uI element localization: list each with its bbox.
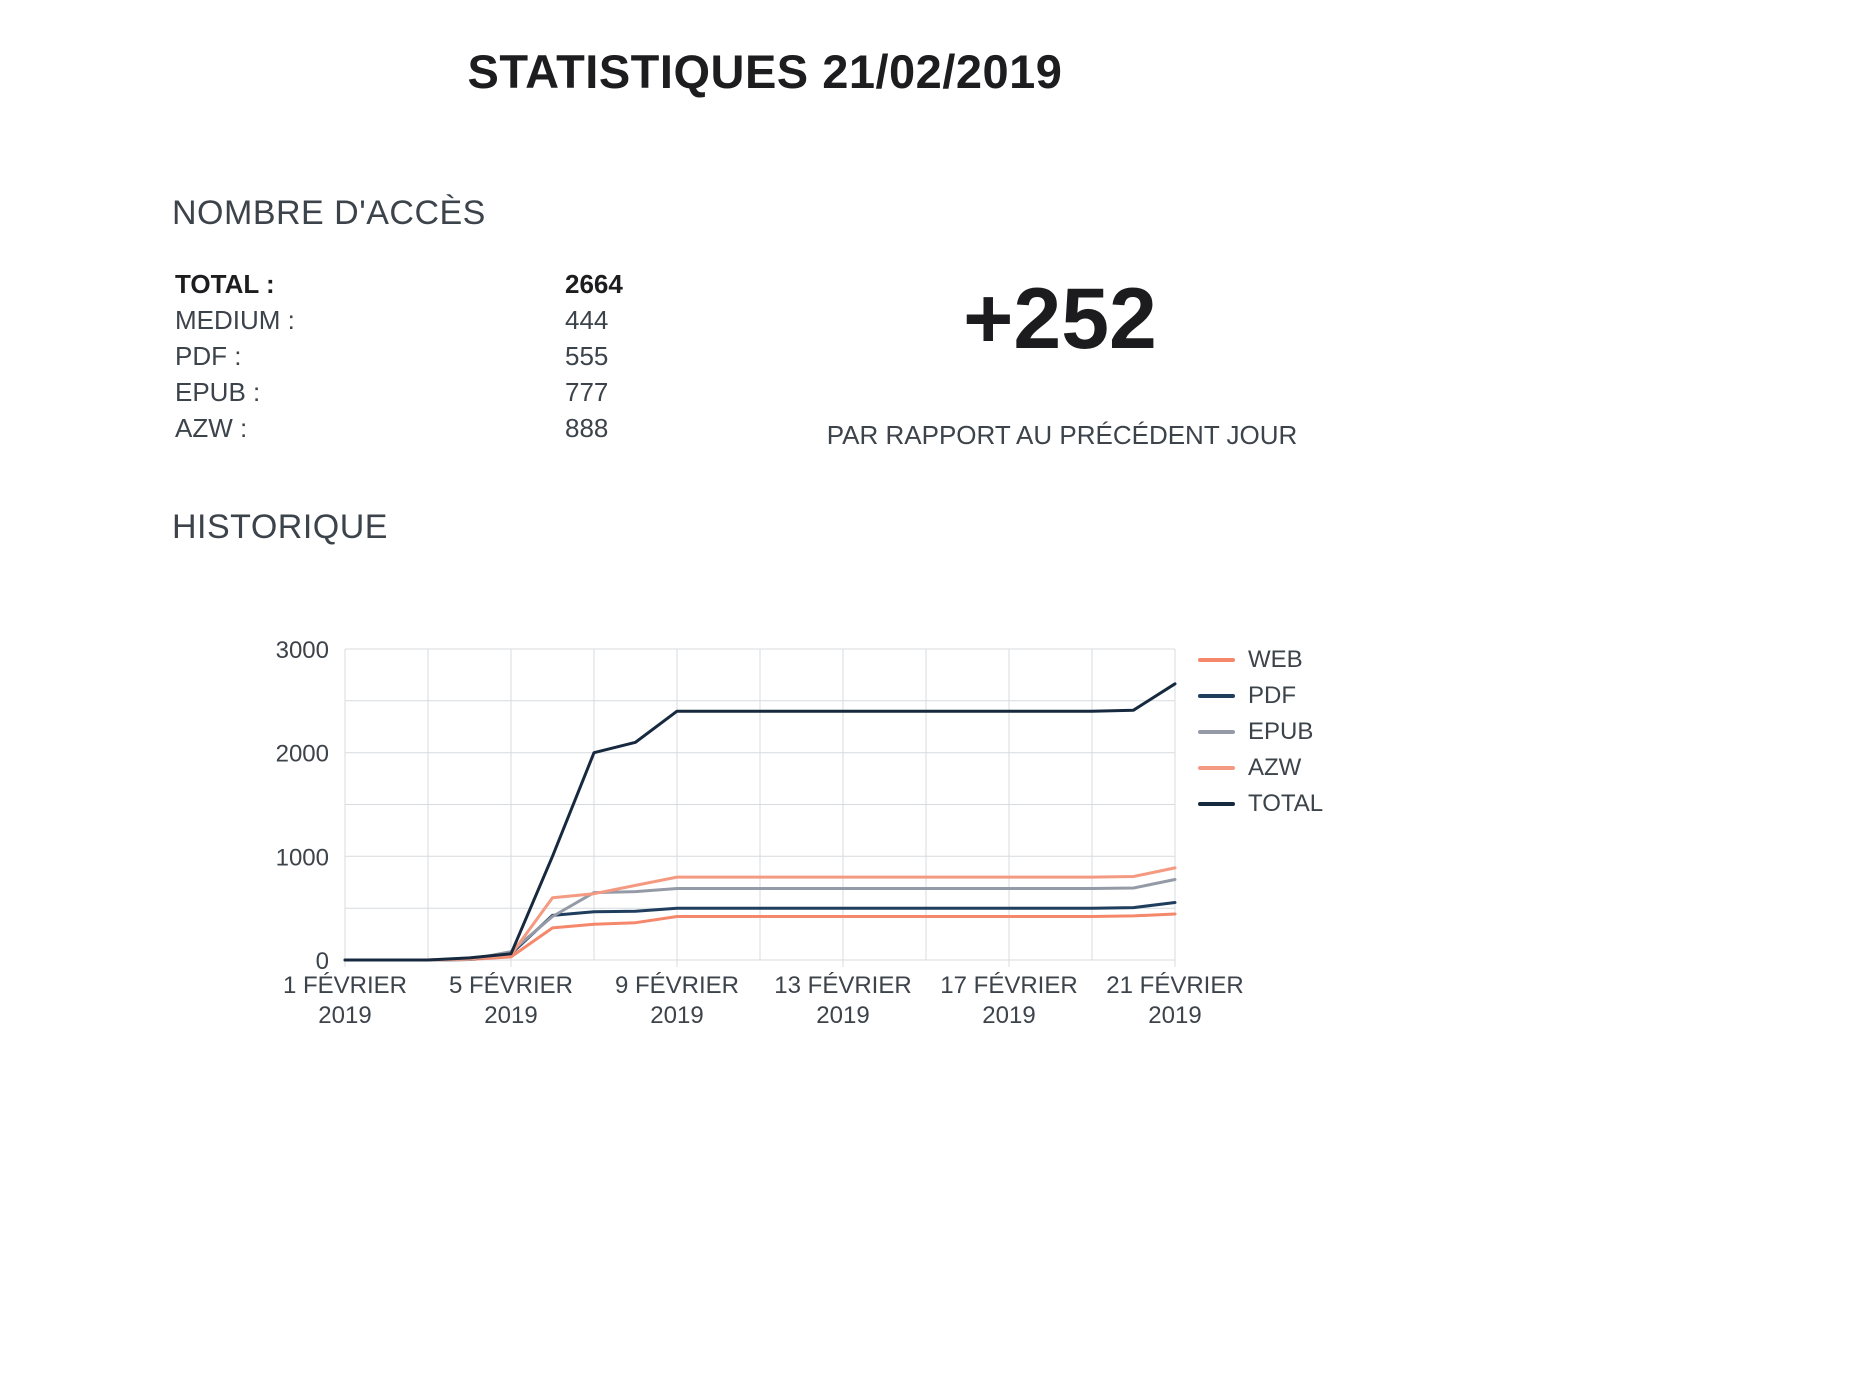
table-row: TOTAL : 2664 [175,266,645,302]
legend-label: TOTAL [1248,790,1324,817]
row-value: 777 [565,377,609,407]
x-axis-label: 1 FÉVRIER [283,972,407,999]
x-axis-label: 17 FÉVRIER [940,972,1077,999]
chart-legend: WEB PDF EPUB AZW TOTAL [1198,646,1324,817]
legend-label: PDF [1248,682,1296,709]
row-label: MEDIUM : [175,305,295,335]
x-axis-label: 9 FÉVRIER [615,972,739,999]
legend-item-total: TOTAL [1198,790,1324,817]
delta-value: +252 [963,271,1157,367]
history-chart-area: 0 1000 2000 3000 1 FÉVRIER 2019 5 FÉVRIER 2019 9… [260,628,1380,1073]
y-axis-label: 1000 [276,844,329,871]
legend-item-pdf: PDF [1198,682,1323,709]
row-label: EPUB : [175,377,261,407]
y-axis-label: 2000 [276,741,329,768]
y-axis-label: 0 [316,948,329,975]
legend-item-web: WEB [1198,646,1323,673]
legend-swatch [1198,730,1235,734]
y-axis-label: 3000 [276,637,329,664]
row-value: 444 [565,305,609,335]
table-row: EPUB : 777 [175,374,645,410]
legend-item-azw: AZW [1198,754,1323,781]
row-value: 555 [565,341,609,371]
legend-label: WEB [1248,646,1303,673]
legend-label: EPUB [1248,718,1314,745]
row-value: 2664 [565,269,623,299]
row-label: AZW : [175,413,248,443]
delta-caption: PAR RAPPORT AU PRÉCÉDENT JOUR [826,420,1298,450]
x-axis-label-year: 2019 [318,1002,371,1029]
history-chart: 0 1000 2000 3000 1 FÉVRIER 2019 5 FÉVRIER 2019 9… [276,637,1244,1029]
table-row: AZW : 888 [175,410,645,446]
legend-swatch [1198,766,1235,770]
series-line-total [343,682,1177,962]
legend-item-epub: EPUB [1198,718,1323,745]
access-section-heading: NOMBRE D'ACCÈS [172,194,486,232]
legend-label: AZW [1248,754,1302,781]
x-axis-label: 21 FÉVRIER [1106,972,1243,999]
history-section-heading: HISTORIQUE [172,508,388,546]
x-axis-label-year: 2019 [484,1002,537,1029]
page-title: STATISTIQUES 21/02/2019 [467,45,1063,98]
row-label: TOTAL : [175,269,275,299]
legend-swatch [1198,694,1235,698]
legend-swatch [1198,802,1235,806]
row-value: 888 [565,413,609,443]
legend-swatch [1198,658,1235,662]
x-axis-label: 5 FÉVRIER [449,972,573,999]
x-axis-label: 13 FÉVRIER [774,972,911,999]
x-axis-label-year: 2019 [1148,1002,1201,1029]
table-row: PDF : 555 [175,338,645,374]
x-axis-label-year: 2019 [816,1002,869,1029]
x-axis-label-year: 2019 [982,1002,1035,1029]
access-table: TOTAL :2664 MEDIUM :444 PDF :555 EPUB :777 A… [175,266,645,446]
table-row: MEDIUM : 444 [175,302,645,338]
x-axis-label-year: 2019 [650,1002,703,1029]
row-label: PDF : [175,341,242,371]
